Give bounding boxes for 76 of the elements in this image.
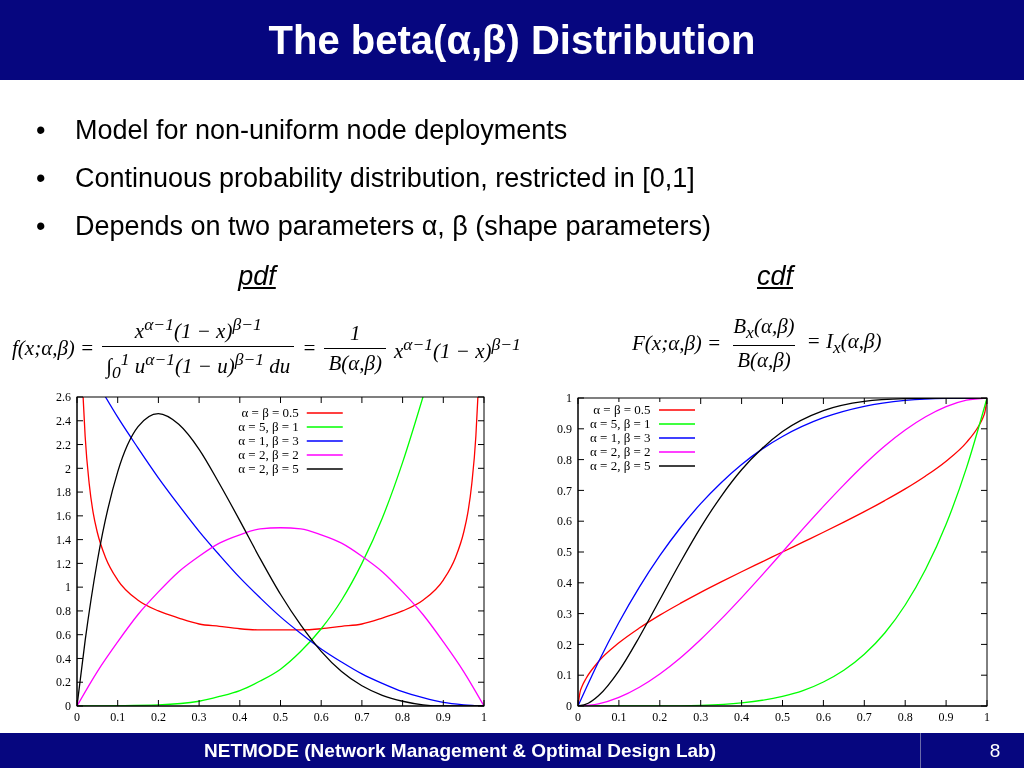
- y-tick-label: 2.2: [56, 437, 71, 452]
- text: • Depends on two parameters α, β (shape parameters): [36, 210, 711, 242]
- y-tick-label: 1.4: [56, 532, 71, 547]
- y-tick-label: 1.6: [56, 509, 71, 524]
- y-tick-label: 0.8: [557, 452, 572, 467]
- x-tick-label: 0.5: [775, 709, 790, 724]
- y-tick-label: 0.6: [557, 514, 572, 529]
- y-tick-label: 0.4: [56, 651, 71, 666]
- text: B(α,β): [737, 348, 791, 373]
- y-tick-label: 0.6: [56, 627, 71, 642]
- x-tick-label: 1: [481, 709, 487, 724]
- legend-label: α = 1, β = 3: [590, 430, 651, 446]
- x-tick-label: 0.8: [395, 709, 411, 724]
- text: B(α,β): [328, 351, 382, 376]
- chart-title: cdf: [756, 260, 794, 292]
- y-tick-label: 0.1: [557, 668, 572, 683]
- legend-label: α = 5, β = 1: [590, 416, 651, 432]
- x-tick-label: 0.1: [611, 709, 627, 724]
- y-tick-label: 1: [566, 391, 572, 406]
- legend-label: α = β = 0.5: [593, 402, 651, 418]
- y-tick-label: 2.6: [56, 390, 71, 405]
- text: • Model for non-uniform node deployments: [36, 114, 568, 146]
- x-tick-label: 0.4: [734, 709, 750, 724]
- y-tick-label: 0.3: [557, 606, 572, 621]
- y-tick-label: 0.2: [557, 637, 572, 652]
- y-tick-label: 1: [65, 580, 71, 595]
- legend-label: α = 2, β = 5: [590, 458, 651, 474]
- x-tick-label: 0.1: [110, 709, 126, 724]
- y-tick-label: 0.5: [557, 545, 572, 560]
- y-tick-label: 0.7: [557, 483, 572, 498]
- y-tick-label: 0.2: [56, 675, 71, 690]
- x-tick-label: 0.7: [856, 709, 872, 724]
- text: B$_{x}$(α,β): [733, 314, 795, 343]
- legend-label: α = 1, β = 3: [238, 433, 299, 449]
- text: F(x;α,β) =: [632, 331, 722, 356]
- text: ∫$_{0}$$^{1}$ u$^{α−1}$(1 − u)$^{β−1}$ du: [106, 349, 291, 383]
- text: x$^{α−1}$(1 − x)$^{β−1}$: [134, 314, 262, 343]
- x-tick-label: 0.6: [313, 709, 329, 724]
- x-tick-label: 0.2: [150, 709, 166, 724]
- legend-label: α = β = 0.5: [241, 405, 299, 421]
- text: NETMODE (Network Management & Optimal Design Lab): [204, 739, 716, 762]
- x-tick-label: 1: [984, 709, 990, 724]
- y-tick-label: 0.9: [557, 422, 572, 437]
- legend-label: α = 2, β = 5: [238, 461, 299, 477]
- y-tick-label: 0: [566, 699, 572, 714]
- x-tick-label: 0.3: [693, 709, 709, 724]
- y-tick-label: 0.8: [56, 604, 71, 619]
- text: 8: [989, 739, 1001, 762]
- line-series: [82, 397, 479, 631]
- y-tick-label: 2.4: [56, 414, 71, 429]
- text: x$^{α−1}$(1 − x)$^{β−1}$: [393, 333, 521, 363]
- x-tick-label: 0.5: [273, 709, 288, 724]
- chart-title: pdf: [238, 260, 276, 292]
- x-tick-label: 0.8: [897, 709, 913, 724]
- line-series: [578, 398, 987, 706]
- text: f(x;α,β) =: [12, 336, 95, 361]
- y-tick-label: 0.4: [557, 576, 572, 591]
- text: The beta(α,β) Distribution: [268, 17, 756, 63]
- text: = I$_{x}$(α,β): [806, 329, 882, 358]
- x-tick-label: 0.9: [938, 709, 954, 724]
- y-tick-label: 0: [65, 699, 71, 714]
- x-tick-label: 0.4: [232, 709, 248, 724]
- y-tick-label: 2: [65, 461, 71, 476]
- x-tick-label: 0.6: [815, 709, 831, 724]
- y-tick-label: 1.8: [56, 485, 71, 500]
- y-tick-label: 1.2: [56, 556, 71, 571]
- text: 1: [349, 321, 361, 346]
- x-tick-label: 0.7: [354, 709, 370, 724]
- legend-label: α = 2, β = 2: [590, 444, 651, 460]
- x-tick-label: 0.9: [435, 709, 451, 724]
- text: =: [302, 336, 317, 361]
- text: • Continuous probability distribution, restricted in [0,1]: [36, 162, 695, 194]
- x-tick-label: 0.3: [191, 709, 207, 724]
- legend-label: α = 2, β = 2: [238, 447, 299, 463]
- x-tick-label: 0.2: [652, 709, 668, 724]
- legend-label: α = 5, β = 1: [238, 419, 299, 435]
